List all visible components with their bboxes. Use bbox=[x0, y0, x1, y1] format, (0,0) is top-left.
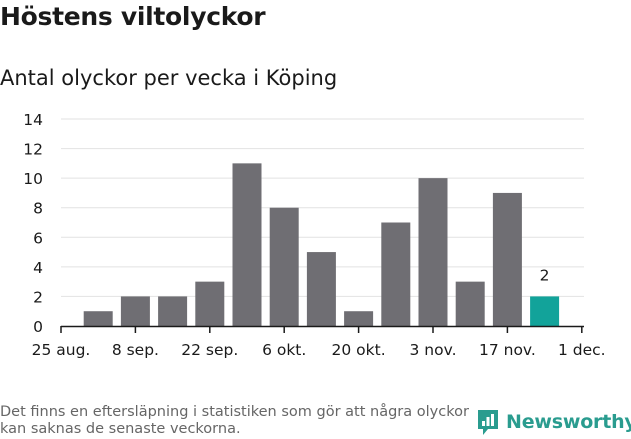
x-tick-label: 6 okt. bbox=[262, 341, 306, 359]
bar bbox=[530, 296, 560, 326]
bar-chart: 0 2 4 6 8 10 12 14 2 25 aug. 8 sep. 22 sep. 6 okt. 20… bbox=[23, 111, 606, 359]
brand-logo[interactable]: Newsworthy bbox=[476, 408, 631, 436]
bar bbox=[83, 311, 113, 326]
x-tick-label: 25 aug. bbox=[32, 341, 91, 359]
bar bbox=[455, 281, 485, 326]
bar bbox=[158, 296, 188, 326]
y-tick-label: 2 bbox=[33, 288, 43, 306]
bar bbox=[195, 281, 225, 326]
y-tick-label: 10 bbox=[23, 170, 43, 188]
x-tick-label: 22 sep. bbox=[181, 341, 238, 359]
bar bbox=[120, 296, 150, 326]
x-tick-label: 20 okt. bbox=[332, 341, 386, 359]
y-tick-label: 4 bbox=[33, 259, 43, 277]
bar bbox=[269, 207, 299, 326]
chart-title: Höstens viltolyckor bbox=[0, 2, 266, 31]
y-tick-label: 14 bbox=[23, 111, 43, 129]
y-tick-label: 12 bbox=[23, 141, 43, 159]
bar bbox=[232, 163, 262, 326]
newsworthy-logo-icon bbox=[478, 410, 498, 435]
x-tick-label: 1 dec. bbox=[558, 341, 606, 359]
bar bbox=[381, 222, 411, 326]
bar bbox=[492, 192, 522, 326]
bar bbox=[306, 252, 336, 326]
x-tick-label: 17 nov. bbox=[479, 341, 536, 359]
footer-note: Det finns en eftersläpning i statistiken… bbox=[0, 404, 469, 437]
y-tick-label: 0 bbox=[33, 318, 43, 336]
bar bbox=[418, 178, 448, 326]
y-tick-label: 6 bbox=[33, 229, 43, 247]
bar bbox=[344, 311, 374, 326]
y-tick-label: 8 bbox=[33, 200, 43, 218]
data-label: 2 bbox=[540, 266, 550, 284]
x-tick-label: 3 nov. bbox=[410, 341, 457, 359]
x-tick-label: 8 sep. bbox=[112, 341, 159, 359]
brand-name: Newsworthy bbox=[506, 411, 631, 433]
chart-subtitle: Antal olyckor per vecka i Köping bbox=[0, 66, 338, 90]
